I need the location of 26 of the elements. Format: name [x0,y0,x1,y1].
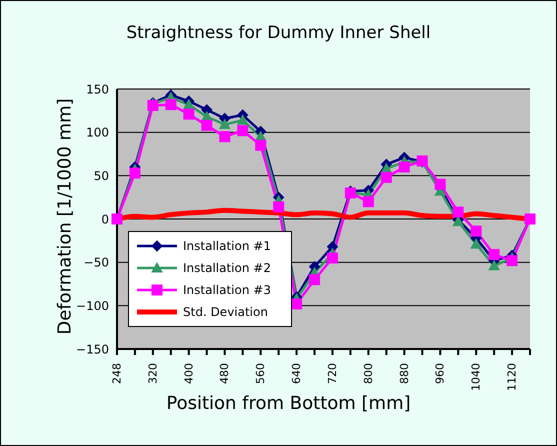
y-tick-label: −100 [76,298,109,313]
x-tick-label: 248 [110,363,124,384]
legend-label: Installation #1 [183,239,271,253]
x-tick-label: 880 [398,363,411,384]
x-tick-label: 720 [326,363,339,384]
x-tick-label: 480 [218,363,232,384]
y-tick-label: 50 [94,168,109,183]
y-tick-label: 100 [86,126,109,140]
legend-label: Installation #2 [183,261,271,275]
x-tick-label: 320 [146,363,160,384]
y-tick-label: 0 [101,212,109,226]
x-tick-label: 640 [290,363,304,384]
y-tick-label: −50 [84,256,109,270]
x-tick-label: 800 [362,363,375,384]
x-tick-label: 560 [254,363,268,384]
x-axis-title: Position from Bottom [mm] [165,393,412,414]
x-tick-label: 400 [182,363,196,384]
y-tick-label: −150 [76,342,109,356]
y-axis-title: Deformation [1/1000 mm] [54,97,76,337]
y-tick-label: 150 [86,82,109,96]
chart-title: Straightness for Dummy Inner Shell [125,23,432,43]
x-tick-label: 1120 [506,363,519,391]
x-tick-label: 960 [434,363,447,384]
x-tick-label: 1040 [470,363,483,391]
legend-label: Installation #3 [183,283,271,297]
legend-label: Std. Deviation [183,305,268,319]
